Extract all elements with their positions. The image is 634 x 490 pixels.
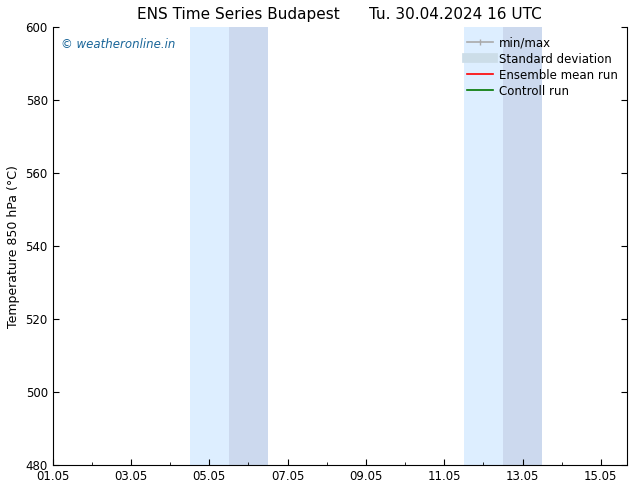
Bar — [229, 27, 268, 465]
Y-axis label: Temperature 850 hPa (°C): Temperature 850 hPa (°C) — [7, 165, 20, 328]
Bar — [463, 27, 503, 465]
Legend: min/max, Standard deviation, Ensemble mean run, Controll run: min/max, Standard deviation, Ensemble me… — [463, 33, 621, 101]
Bar — [190, 27, 229, 465]
Title: ENS Time Series Budapest      Tu. 30.04.2024 16 UTC: ENS Time Series Budapest Tu. 30.04.2024 … — [138, 7, 542, 22]
Text: © weatheronline.in: © weatheronline.in — [61, 38, 176, 51]
Bar — [503, 27, 542, 465]
